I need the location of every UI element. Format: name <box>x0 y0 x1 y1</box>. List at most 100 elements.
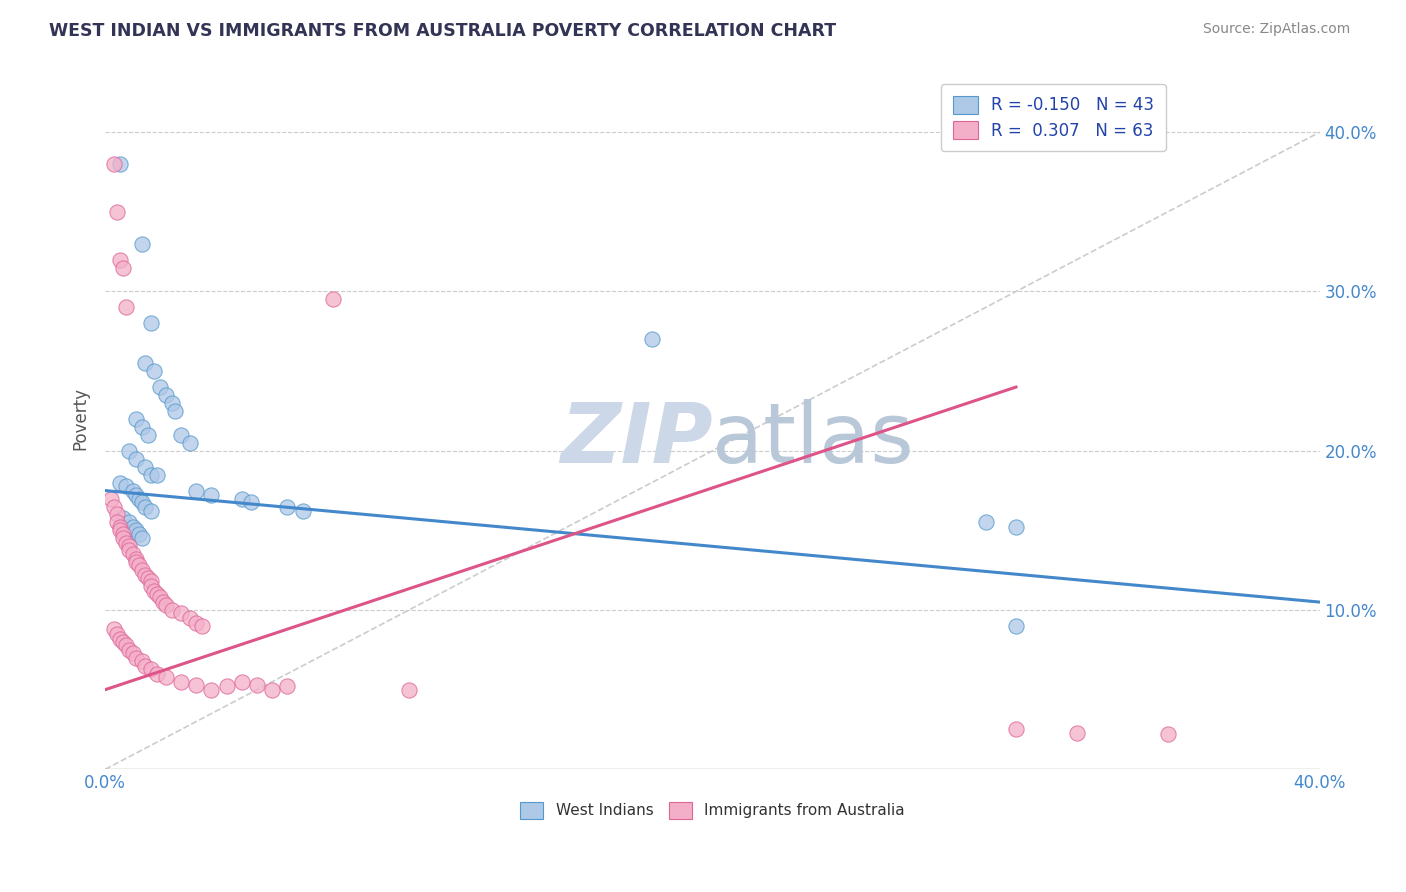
Point <box>103 622 125 636</box>
Point <box>291 504 314 518</box>
Point <box>110 475 132 490</box>
Point <box>110 157 132 171</box>
Point <box>186 615 208 630</box>
Point <box>110 252 132 267</box>
Point <box>121 520 143 534</box>
Point <box>231 491 253 506</box>
Point <box>128 558 150 573</box>
Point <box>160 396 183 410</box>
Point <box>124 555 146 569</box>
Point <box>155 670 177 684</box>
Point <box>146 587 169 601</box>
Point <box>1066 725 1088 739</box>
Point <box>118 643 141 657</box>
Point <box>124 524 146 538</box>
Point <box>276 500 298 514</box>
Point <box>215 680 238 694</box>
Y-axis label: Poverty: Poverty <box>72 387 89 450</box>
Point <box>139 504 162 518</box>
Point <box>239 494 262 508</box>
Point <box>131 494 153 508</box>
Point <box>118 542 141 557</box>
Point <box>115 479 138 493</box>
Point <box>112 532 135 546</box>
Point <box>262 682 284 697</box>
Point <box>142 583 165 598</box>
Point <box>398 682 420 697</box>
Text: WEST INDIAN VS IMMIGRANTS FROM AUSTRALIA POVERTY CORRELATION CHART: WEST INDIAN VS IMMIGRANTS FROM AUSTRALIA… <box>49 22 837 40</box>
Point <box>131 654 153 668</box>
Point <box>149 380 172 394</box>
Point <box>112 526 135 541</box>
Point <box>322 293 344 307</box>
Text: atlas: atlas <box>713 400 914 481</box>
Point <box>110 632 132 646</box>
Point <box>112 260 135 275</box>
Legend: West Indians, Immigrants from Australia: West Indians, Immigrants from Australia <box>515 796 911 825</box>
Point <box>131 236 153 251</box>
Point <box>105 508 128 522</box>
Point <box>1157 727 1180 741</box>
Point <box>974 516 997 530</box>
Point <box>112 510 135 524</box>
Point <box>134 459 156 474</box>
Point <box>115 536 138 550</box>
Point <box>139 317 162 331</box>
Point <box>112 635 135 649</box>
Point <box>103 157 125 171</box>
Point <box>149 591 172 605</box>
Point <box>115 638 138 652</box>
Point <box>1005 619 1028 633</box>
Point <box>1005 723 1028 737</box>
Point <box>155 599 177 613</box>
Point <box>134 568 156 582</box>
Point <box>1005 520 1028 534</box>
Point <box>121 483 143 498</box>
Point <box>246 678 269 692</box>
Point <box>163 404 186 418</box>
Point <box>124 552 146 566</box>
Point <box>134 356 156 370</box>
Point <box>231 674 253 689</box>
Point <box>121 547 143 561</box>
Point <box>139 574 162 589</box>
Point <box>155 388 177 402</box>
Point <box>128 491 150 506</box>
Point <box>115 301 138 315</box>
Point <box>131 532 153 546</box>
Point <box>146 467 169 482</box>
Point <box>124 488 146 502</box>
Point <box>131 563 153 577</box>
Point <box>124 650 146 665</box>
Point <box>200 488 222 502</box>
Point <box>640 332 662 346</box>
Point <box>105 627 128 641</box>
Point <box>118 516 141 530</box>
Point <box>152 595 174 609</box>
Point <box>118 539 141 553</box>
Point <box>134 658 156 673</box>
Point <box>170 606 193 620</box>
Point <box>105 516 128 530</box>
Point <box>110 520 132 534</box>
Point <box>105 205 128 219</box>
Point <box>170 427 193 442</box>
Point <box>103 500 125 514</box>
Point <box>100 491 122 506</box>
Text: Source: ZipAtlas.com: Source: ZipAtlas.com <box>1202 22 1350 37</box>
Point <box>124 451 146 466</box>
Point <box>146 666 169 681</box>
Point <box>179 611 201 625</box>
Point <box>200 682 222 697</box>
Point <box>139 467 162 482</box>
Point <box>131 420 153 434</box>
Point <box>136 427 159 442</box>
Point <box>191 619 214 633</box>
Point <box>121 646 143 660</box>
Point <box>160 603 183 617</box>
Point <box>110 524 132 538</box>
Point <box>128 526 150 541</box>
Point <box>276 680 298 694</box>
Point <box>139 662 162 676</box>
Point <box>170 674 193 689</box>
